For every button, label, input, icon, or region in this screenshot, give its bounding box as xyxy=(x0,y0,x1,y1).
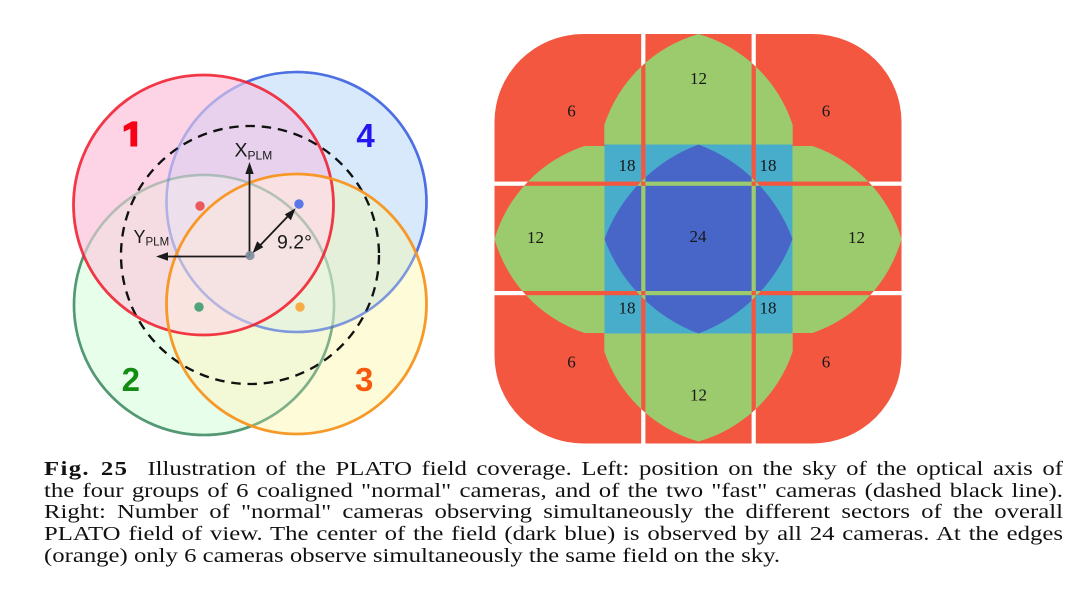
svg-text:2: 2 xyxy=(122,361,140,398)
svg-text:12: 12 xyxy=(527,228,544,247)
svg-text:18: 18 xyxy=(619,156,636,175)
svg-text:12: 12 xyxy=(690,69,707,88)
svg-text:18: 18 xyxy=(760,156,777,175)
svg-text:3: 3 xyxy=(355,361,373,398)
svg-text:6: 6 xyxy=(567,102,576,121)
svg-text:6: 6 xyxy=(567,353,576,372)
svg-text:12: 12 xyxy=(690,386,707,405)
svg-text:12: 12 xyxy=(848,228,865,247)
svg-text:24: 24 xyxy=(690,227,708,246)
svg-text:6: 6 xyxy=(822,102,831,121)
svg-text:18: 18 xyxy=(760,299,777,318)
svg-text:9.2°: 9.2° xyxy=(277,232,312,254)
svg-text:4: 4 xyxy=(356,117,375,154)
svg-text:18: 18 xyxy=(619,299,636,318)
svg-text:6: 6 xyxy=(822,353,831,372)
